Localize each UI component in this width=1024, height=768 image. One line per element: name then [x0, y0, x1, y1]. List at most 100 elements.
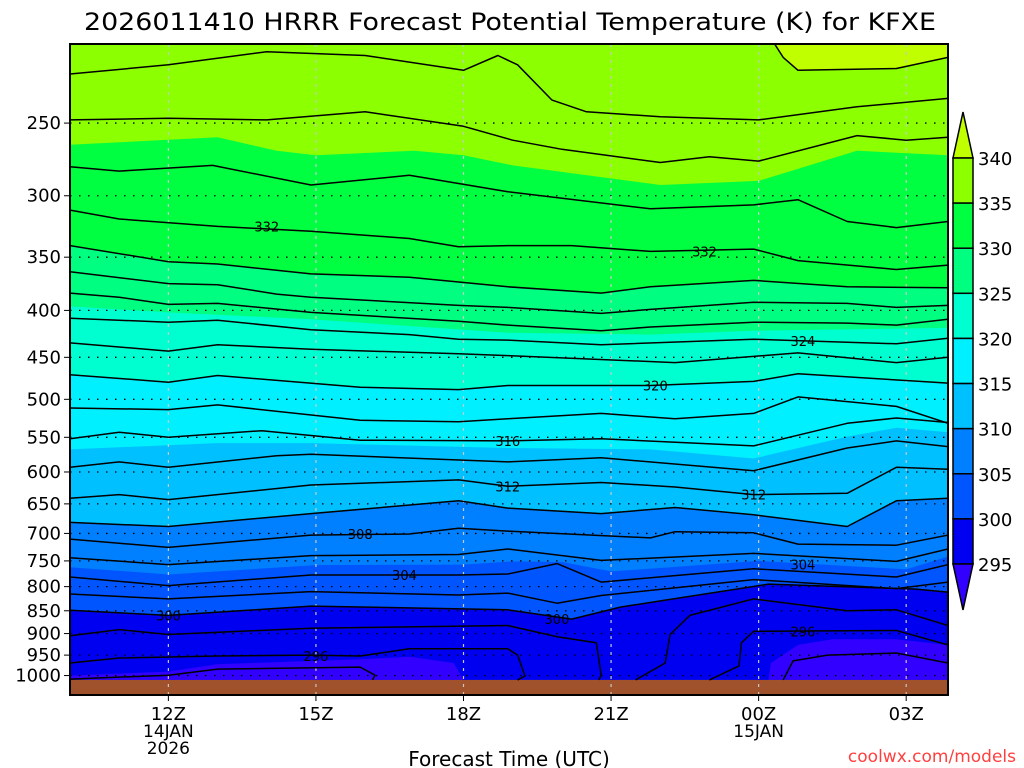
colorbar-box-315-310: [952, 382, 974, 430]
x-tick-label: 03Z: [889, 704, 924, 725]
colorbar-label: 305: [978, 465, 1012, 486]
y-tick-label: 900: [27, 624, 61, 645]
y-tick-label: 550: [27, 427, 61, 448]
x-tick-date-label: 14JAN: [143, 722, 194, 742]
chart-title: 2026011410 HRRR Forecast Potential Tempe…: [84, 8, 936, 36]
contour-label: 312: [495, 480, 520, 495]
contour-line-296: [70, 648, 526, 681]
y-tick-label: 750: [27, 551, 61, 572]
contour-label: 296: [790, 625, 815, 640]
contour-line-334: [70, 164, 948, 229]
y-tick-label: 650: [27, 494, 61, 515]
colorbar-label: 330: [978, 239, 1012, 260]
contour-line-324: [70, 317, 948, 346]
colorbar-box-305-300: [952, 473, 974, 520]
colorbar: 340 335 330 325 320 315 310 305 300 295: [952, 111, 1012, 611]
y-axis: 2503003504004505005506006507007508008509…: [15, 113, 70, 687]
colorbar-label: 320: [978, 329, 1012, 350]
colorbar-box-320-315: [952, 337, 974, 385]
contour-label: 312: [741, 489, 766, 504]
contour-line-298: [70, 624, 602, 681]
plot-frame: [69, 43, 949, 696]
colorbar-label: 325: [978, 284, 1012, 305]
colorbar-label: 295: [978, 555, 1012, 576]
contour-line-326: [70, 292, 948, 332]
y-tick-label: 950: [27, 645, 61, 666]
colorbar-box-335-330: [952, 202, 974, 249]
y-tick-label: 700: [27, 523, 61, 544]
contour-line-322: [70, 342, 948, 364]
contour-line-308: [70, 527, 948, 549]
colorbar-arrow-below: [952, 563, 974, 611]
x-tick-label: 15Z: [298, 704, 333, 725]
colorbar-label: 335: [978, 194, 1012, 215]
contour-line-310: [70, 497, 948, 528]
x-tick-label: 12Z: [151, 704, 186, 725]
colorbar-arrow-above: [952, 111, 974, 159]
contour-line-294: [782, 652, 948, 681]
y-tick-label: 350: [27, 247, 61, 268]
contour-lines: [70, 44, 948, 681]
colorbar-label: 315: [978, 375, 1012, 396]
colorbar-label: 300: [978, 510, 1012, 531]
contour-line-338: [70, 50, 948, 121]
contour-label: 304: [790, 559, 815, 574]
contour-line-304: [70, 562, 948, 587]
contour-line-330: [70, 244, 948, 294]
x-tick-label: 18Z: [446, 704, 481, 725]
colorbar-label: 310: [978, 420, 1012, 441]
fill-patch-above: [773, 44, 948, 71]
ground-fill: [70, 679, 948, 695]
x-axis-label: Forecast Time (UTC): [408, 747, 610, 768]
y-tick-label: 1000: [15, 666, 61, 687]
color-fills: [70, 44, 948, 695]
colorbar-box-300-295: [952, 518, 974, 565]
x-tick-label: 21Z: [593, 704, 628, 725]
contour-label: 300: [545, 613, 570, 628]
colorbar-box-330-325: [952, 247, 974, 295]
contour-line-298: [635, 598, 948, 681]
contour-label: 304: [392, 569, 417, 584]
contour-line-336: [70, 111, 948, 164]
x-tick-date-label: 15JAN: [733, 722, 784, 742]
contour-line-294: [70, 666, 376, 681]
y-tick-label: 400: [27, 300, 61, 321]
colorbar-box-310-305: [952, 427, 974, 475]
contour-label: 296: [304, 650, 329, 665]
contour-line-302: [70, 578, 948, 604]
colorbar-box-340-335: [952, 157, 974, 204]
contour-line-314: [70, 440, 948, 472]
y-tick-label: 800: [27, 577, 61, 598]
contour-line-340: [773, 44, 948, 72]
contour-label: 300: [156, 609, 181, 624]
x-tick-date-label: 2026: [147, 739, 190, 759]
contour-label: 324: [790, 335, 815, 350]
y-tick-label: 250: [27, 113, 61, 134]
plot-area: 332 332 324 320 316 312 312 308 304 304 300 300 296 2…: [70, 44, 948, 695]
contour-label: 308: [348, 528, 373, 543]
x-tick-label: 00Z: [741, 704, 776, 725]
contour-line-296: [709, 629, 948, 681]
contour-line-306: [70, 548, 948, 566]
contour-label: 332: [254, 220, 279, 235]
y-tick-label: 300: [27, 186, 61, 207]
y-tick-label: 600: [27, 462, 61, 483]
y-tick-label: 450: [27, 347, 61, 368]
fill-patch-below: [768, 639, 948, 680]
contour-label: 320: [643, 380, 668, 395]
contour-line-316: [70, 417, 948, 447]
colorbar-label: 340: [978, 149, 1012, 170]
contour-line-332: [70, 209, 948, 271]
y-tick-label: 500: [27, 389, 61, 410]
colorbar-box-325-320: [952, 292, 974, 340]
contour-labels: 332 332 324 320 316 312 312 308 304 304 300 300 296 2…: [156, 220, 815, 665]
y-tick-label: 850: [27, 601, 61, 622]
contour-label: 332: [692, 245, 717, 260]
contour-line-312: [70, 466, 948, 501]
contour-label: 316: [495, 435, 520, 450]
contour-line-318: [70, 396, 948, 425]
contour-line-320: [70, 373, 948, 391]
contour-line-300: [70, 583, 948, 620]
